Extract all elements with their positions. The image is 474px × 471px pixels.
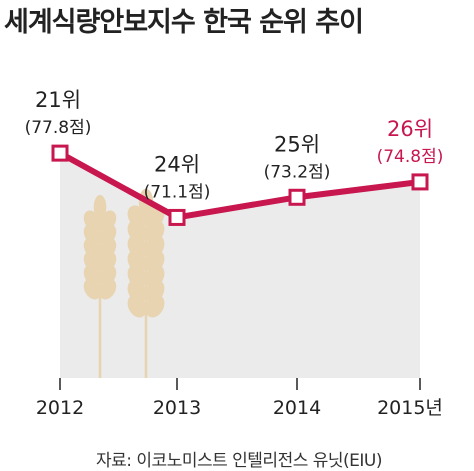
data-points	[51, 144, 429, 226]
data-point	[411, 173, 429, 191]
data-point	[168, 208, 186, 226]
x-tick-label: 2012	[36, 397, 84, 419]
x-tick-label: 2015년	[377, 397, 443, 419]
rank-label: 21위	[35, 88, 81, 112]
series-line	[58, 150, 421, 221]
x-tick-label: 2013	[153, 397, 201, 419]
source-note: 자료: 이코노미스트 인텔리전스 유닛(EIU)	[96, 451, 383, 471]
wheat-illustration	[83, 188, 165, 378]
x-axis: 2012 2013 2014 2015년	[36, 378, 443, 419]
score-label: (74.8점)	[377, 147, 444, 167]
rank-label: 24위	[154, 152, 200, 176]
score-label: (77.8점)	[25, 118, 92, 138]
score-label: (73.2점)	[264, 162, 331, 182]
x-tick-label: 2014	[273, 397, 321, 419]
rank-label: 25위	[274, 132, 320, 156]
data-point	[51, 144, 69, 162]
data-point	[288, 188, 306, 206]
chart-title: 세계식량안보지수 한국 순위 추이	[4, 7, 364, 38]
score-label: (71.1점)	[144, 182, 211, 202]
data-labels: 21위 (77.8점) 24위 (71.1점) 25위 (73.2점) 26위 (74.8점)	[25, 88, 444, 202]
rank-label: 26위	[387, 117, 433, 141]
